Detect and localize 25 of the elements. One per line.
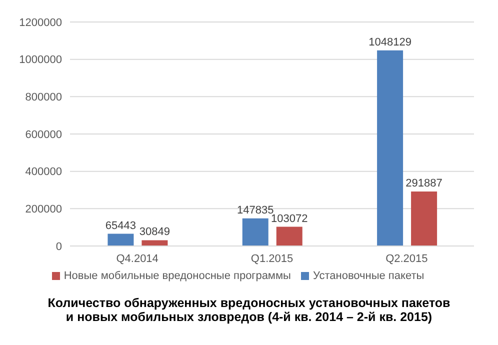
bar	[142, 240, 168, 246]
data-label: 65443	[105, 220, 136, 232]
y-tick-label: 200000	[25, 204, 62, 216]
bar	[242, 218, 268, 246]
y-tick-label: 600000	[25, 128, 62, 141]
y-tick-label: 1000000	[19, 54, 62, 66]
data-label: 103072	[271, 212, 308, 225]
y-tick-label: 1200000	[19, 16, 62, 29]
y-tick-label: 800000	[25, 92, 62, 104]
x-tick-label: Q1.2015	[250, 252, 294, 265]
data-label: 147835	[237, 204, 274, 216]
bar	[377, 50, 404, 246]
x-tick-label: Q2.2015	[386, 252, 428, 265]
legend-label: Установочные пакеты	[312, 270, 424, 282]
data-label: 1048129	[368, 36, 412, 48]
bar	[276, 226, 302, 246]
data-label: 291887	[406, 178, 442, 190]
y-tick-label: 400000	[25, 166, 62, 178]
bar	[411, 192, 438, 246]
y-tick-label: 0	[56, 240, 62, 253]
data-label: 30849	[139, 226, 170, 238]
x-tick-label: Q4.2014	[116, 252, 158, 265]
bar	[108, 234, 134, 246]
text: Количество обнаруженных вредоносных установочных пакетов и новых мобильных зловредов (4-й кв. 2014 – 2-й кв. 2015)	[46, 296, 452, 324]
legend-label: Новые мобильные вредоносные программы	[64, 270, 291, 282]
